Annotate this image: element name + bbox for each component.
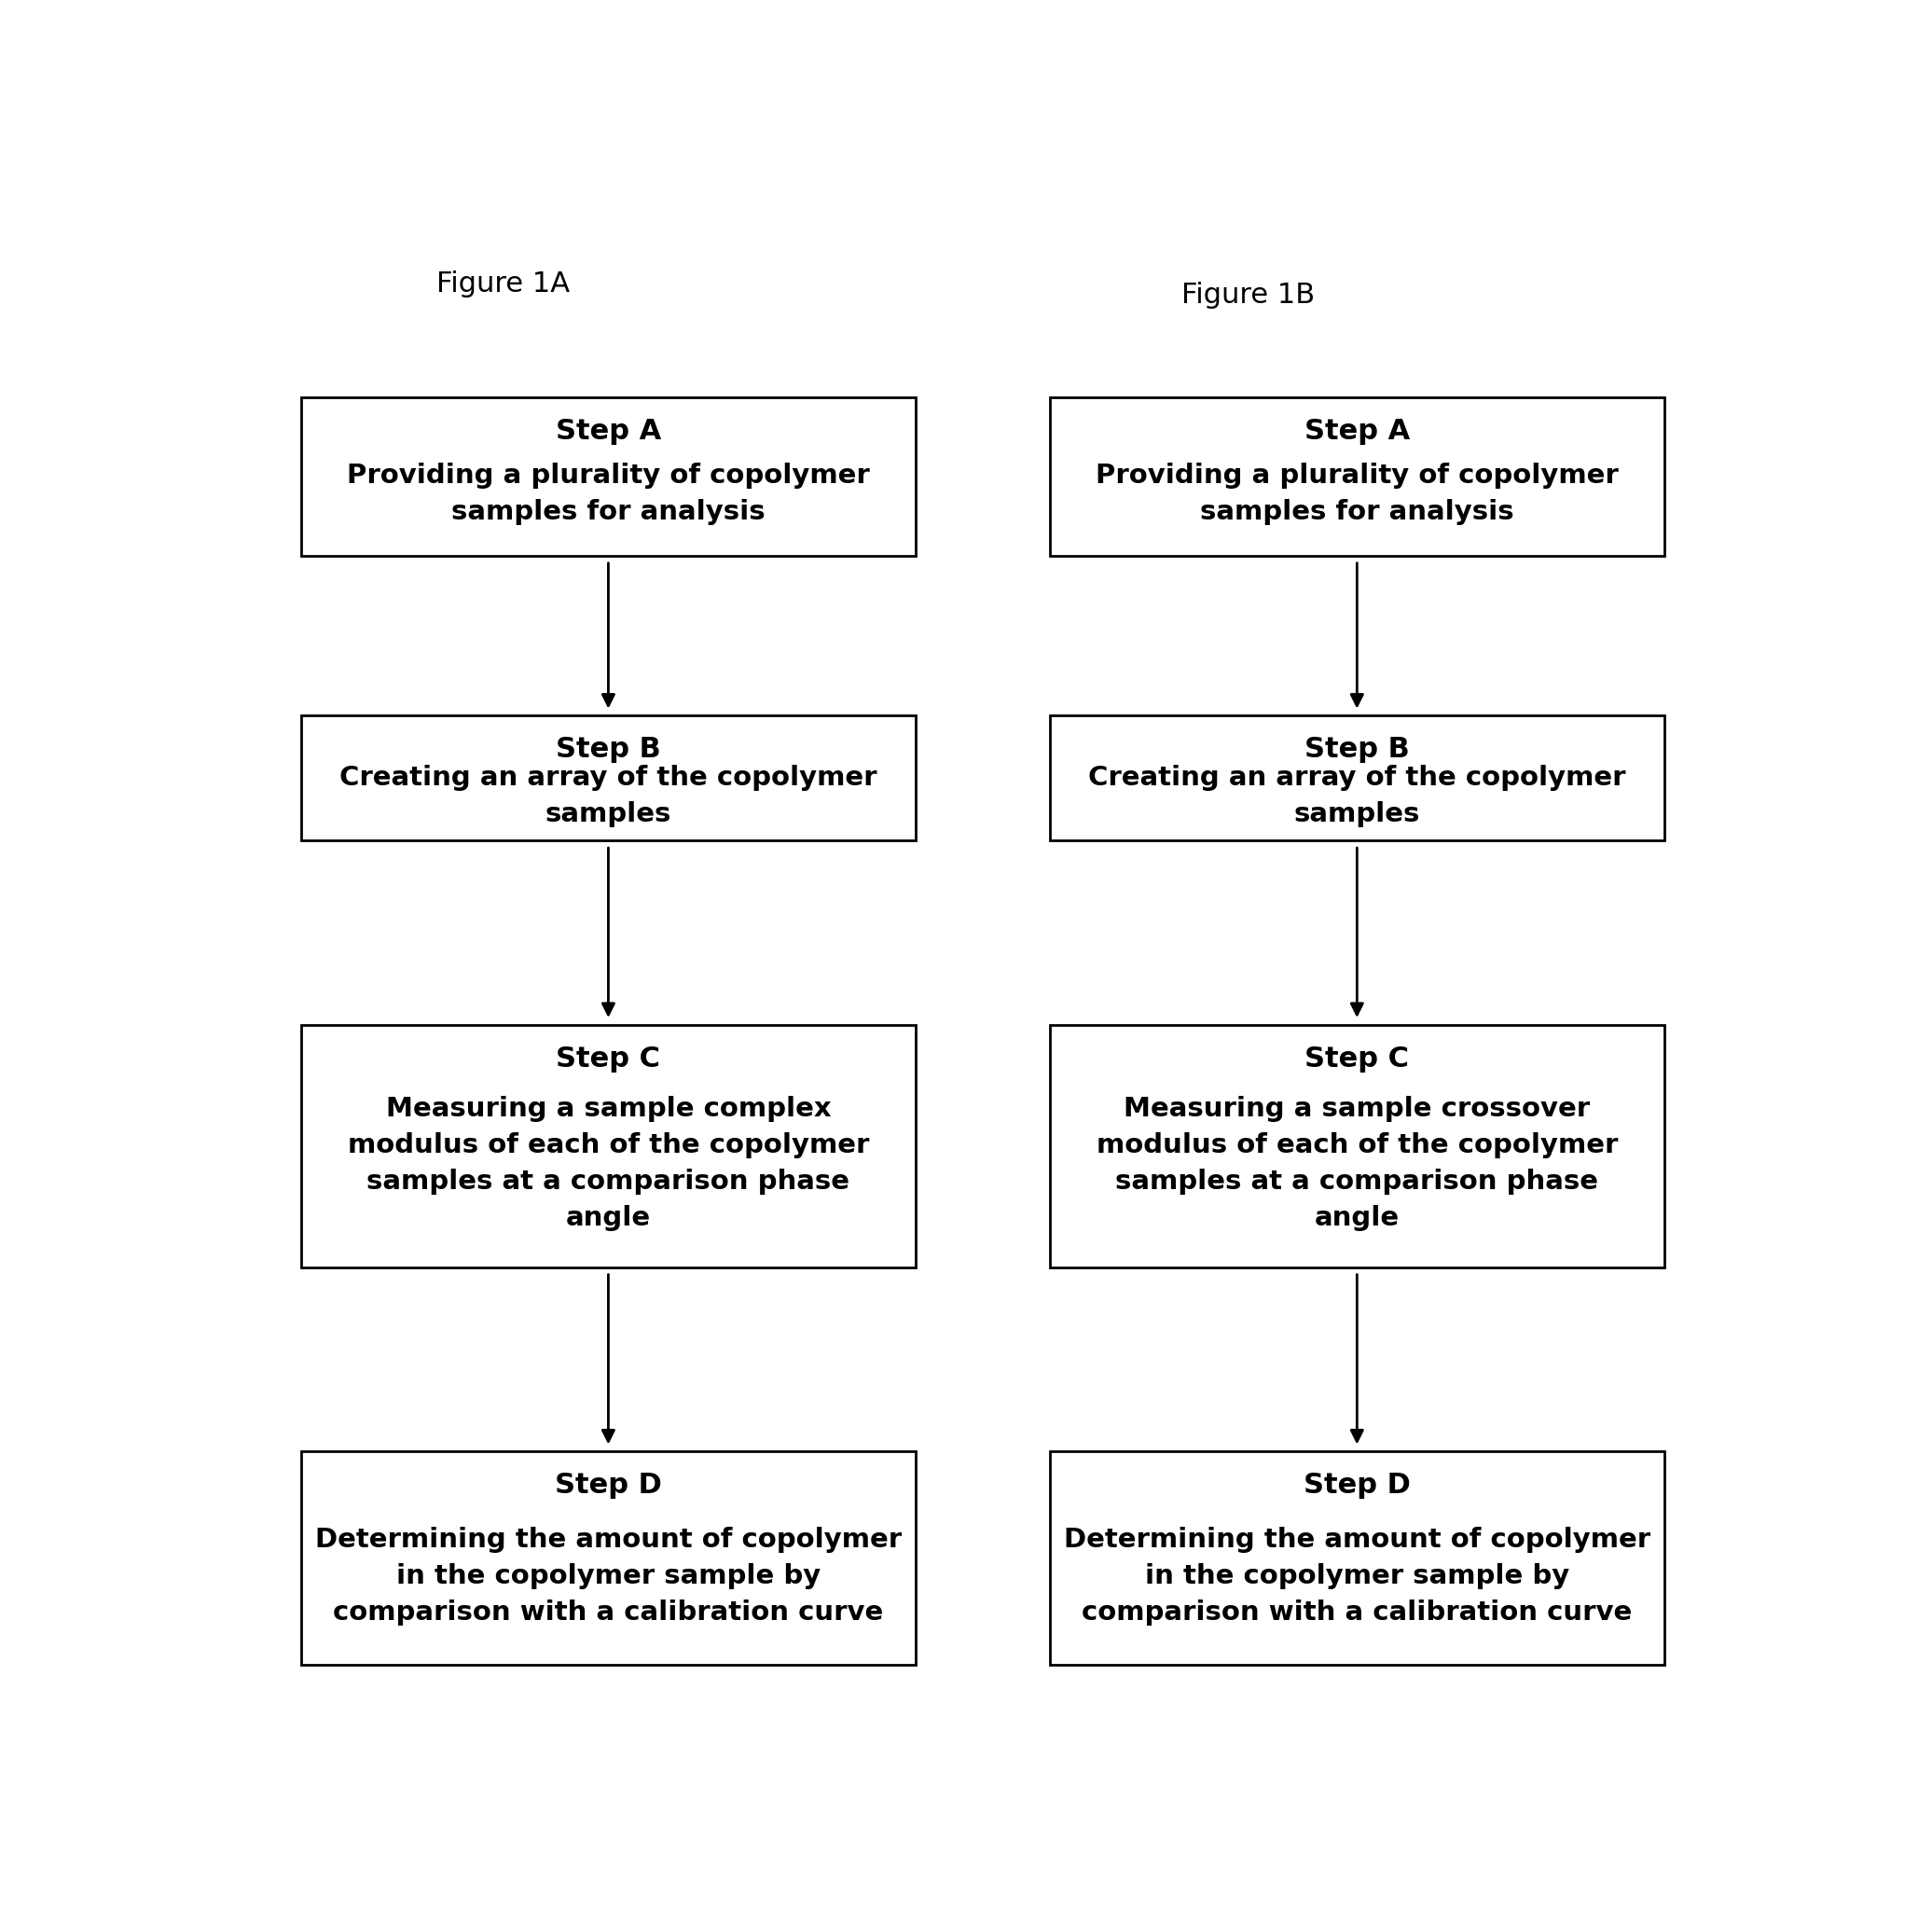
- Text: Step C: Step C: [1304, 1045, 1408, 1072]
- Text: Providing a plurality of copolymer
samples for analysis: Providing a plurality of copolymer sampl…: [1095, 462, 1619, 526]
- Text: Providing a plurality of copolymer
samples for analysis: Providing a plurality of copolymer sampl…: [348, 462, 869, 526]
- Text: Step D: Step D: [554, 1471, 663, 1498]
- Text: Measuring a sample complex
modulus of each of the copolymer
samples at a compari: Measuring a sample complex modulus of ea…: [348, 1097, 869, 1231]
- Bar: [301, 1450, 916, 1664]
- Text: Determining the amount of copolymer
in the copolymer sample by
comparison with a: Determining the amount of copolymer in t…: [315, 1527, 902, 1624]
- Text: Determining the amount of copolymer
in the copolymer sample by
comparison with a: Determining the amount of copolymer in t…: [1065, 1527, 1650, 1624]
- Text: Figure 1B: Figure 1B: [1180, 283, 1314, 310]
- Text: Step C: Step C: [556, 1045, 661, 1072]
- Text: Creating an array of the copolymer
samples: Creating an array of the copolymer sampl…: [1088, 764, 1625, 827]
- Bar: [301, 397, 916, 556]
- Bar: [1051, 1024, 1663, 1267]
- Bar: [301, 715, 916, 841]
- Text: Creating an array of the copolymer
samples: Creating an array of the copolymer sampl…: [340, 764, 877, 827]
- Bar: [1051, 397, 1663, 556]
- Bar: [1051, 715, 1663, 841]
- Text: Step D: Step D: [1304, 1471, 1410, 1498]
- Bar: [1051, 1450, 1663, 1664]
- Text: Step A: Step A: [556, 419, 661, 445]
- Text: Figure 1A: Figure 1A: [437, 269, 570, 298]
- Text: Step A: Step A: [1304, 419, 1410, 445]
- Text: Step B: Step B: [1304, 736, 1410, 762]
- Bar: [301, 1024, 916, 1267]
- Text: Measuring a sample crossover
modulus of each of the copolymer
samples at a compa: Measuring a sample crossover modulus of …: [1095, 1097, 1617, 1231]
- Text: Step B: Step B: [556, 736, 661, 762]
